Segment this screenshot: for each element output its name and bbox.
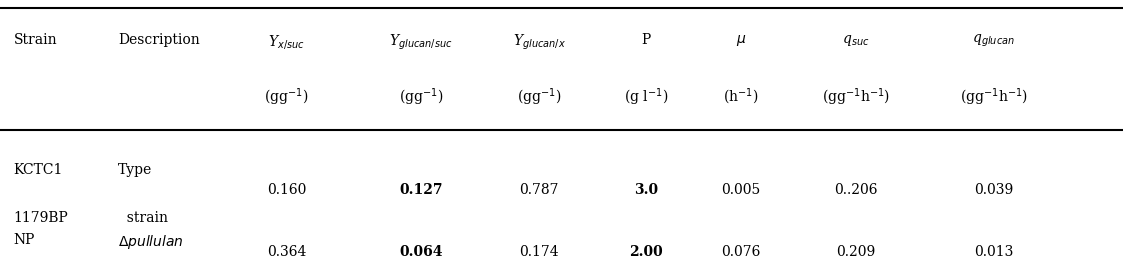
Text: Description: Description xyxy=(118,33,200,47)
Text: Type: Type xyxy=(118,163,152,177)
Text: P: P xyxy=(641,33,650,47)
Text: (gg$^{-1}$): (gg$^{-1}$) xyxy=(399,87,444,108)
Text: 0.787: 0.787 xyxy=(519,183,559,197)
Text: (gg$^{-1}$h$^{-1}$): (gg$^{-1}$h$^{-1}$) xyxy=(960,87,1028,108)
Text: (gg$^{-1}$): (gg$^{-1}$) xyxy=(264,87,309,108)
Text: Y$_{glucan/suc}$: Y$_{glucan/suc}$ xyxy=(390,33,453,52)
Text: (g l$^{-1}$): (g l$^{-1}$) xyxy=(623,87,668,108)
Text: 0.013: 0.013 xyxy=(974,245,1014,259)
Text: 0.364: 0.364 xyxy=(266,245,307,259)
Text: KCTC1: KCTC1 xyxy=(13,163,63,177)
Text: 0..206: 0..206 xyxy=(834,183,877,197)
Text: 3.0: 3.0 xyxy=(633,183,658,197)
Text: 1179BP: 1179BP xyxy=(13,211,69,225)
Text: 0.209: 0.209 xyxy=(837,245,875,259)
Text: strain: strain xyxy=(118,211,168,225)
Text: 0.127: 0.127 xyxy=(400,183,442,197)
Text: 0.005: 0.005 xyxy=(722,183,760,197)
Text: (h$^{-1}$): (h$^{-1}$) xyxy=(723,87,759,107)
Text: 0.160: 0.160 xyxy=(266,183,307,197)
Text: 0.064: 0.064 xyxy=(400,245,442,259)
Text: (gg$^{-1}$h$^{-1}$): (gg$^{-1}$h$^{-1}$) xyxy=(822,87,889,108)
Text: 2.00: 2.00 xyxy=(629,245,663,259)
Text: q$_{glucan}$: q$_{glucan}$ xyxy=(973,33,1015,49)
Text: 0.174: 0.174 xyxy=(519,245,559,259)
Text: 0.039: 0.039 xyxy=(975,183,1013,197)
Text: Strain: Strain xyxy=(13,33,57,47)
Text: $\mu$: $\mu$ xyxy=(736,33,747,47)
Text: Y$_{glucan/x}$: Y$_{glucan/x}$ xyxy=(512,33,566,52)
Text: $\mathit{\Delta}$$\mathit{pullulan}$: $\mathit{\Delta}$$\mathit{pullulan}$ xyxy=(118,233,184,251)
Text: Y$_{x/suc}$: Y$_{x/suc}$ xyxy=(268,33,304,50)
Text: q$_{suc}$: q$_{suc}$ xyxy=(842,33,869,47)
Text: 0.076: 0.076 xyxy=(721,245,761,259)
Text: (gg$^{-1}$): (gg$^{-1}$) xyxy=(517,87,562,108)
Text: NP: NP xyxy=(13,233,35,247)
